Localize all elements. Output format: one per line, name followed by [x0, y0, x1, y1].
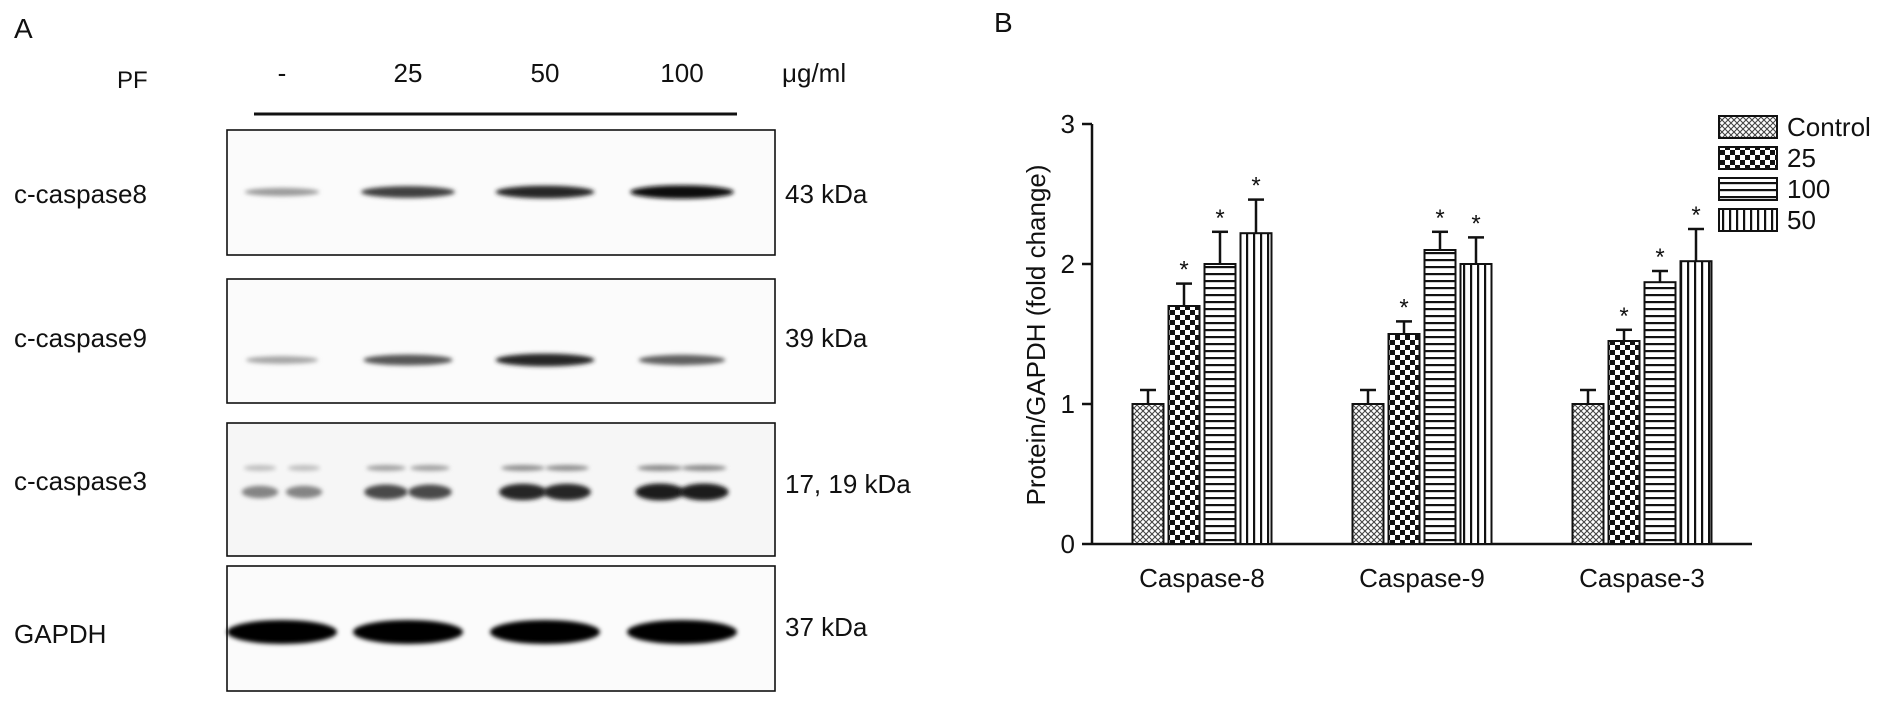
blot-band: [227, 620, 337, 644]
legend-swatch: [1718, 115, 1778, 139]
blot-band: [287, 465, 321, 471]
blot-protein-label-3: GAPDH: [14, 619, 106, 649]
blot-band: [366, 465, 406, 471]
blot-strip-3: [226, 565, 776, 692]
bar: [1131, 403, 1165, 545]
significance-marker: *: [1215, 205, 1224, 232]
bar: [1387, 333, 1421, 545]
y-axis-title: Protein/GAPDH (fold change): [1021, 164, 1051, 505]
blot-strip-0: [226, 129, 776, 256]
significance-marker: *: [1471, 210, 1480, 237]
legend-swatch: [1718, 177, 1778, 201]
x-tick-label: Caspase-3: [1579, 563, 1705, 593]
legend-label: 50: [1787, 205, 1816, 235]
blot-size-label-3: 37 kDa: [785, 612, 868, 642]
blot-frame-1: [226, 278, 776, 404]
dose-label-1: 25: [394, 58, 423, 88]
dose-label-2: 50: [531, 58, 560, 88]
blot-protein-label-2: c-caspase3: [14, 466, 147, 496]
blot-band: [501, 465, 545, 471]
blot-band: [499, 483, 547, 501]
blot-protein-label-1: c-caspase9: [14, 323, 147, 353]
legend-swatch: [1718, 146, 1778, 170]
chart-bars: * * * * * * * * *: [1131, 173, 1713, 545]
bar: [1239, 232, 1273, 545]
legend-label: Control: [1787, 112, 1871, 142]
bar: [1167, 305, 1201, 545]
blot-band: [635, 483, 685, 501]
legend-label: 100: [1787, 174, 1830, 204]
treatment-label: PF: [117, 67, 148, 94]
blot-band: [495, 185, 595, 199]
blot-strips: [226, 129, 776, 692]
significance-marker: *: [1691, 202, 1700, 229]
significance-marker: *: [1655, 244, 1664, 271]
blot-band: [408, 484, 452, 500]
blot-size-label-2: 17, 19 kDa: [785, 469, 911, 499]
bar: [1423, 249, 1457, 545]
blot-band: [363, 354, 453, 366]
blot-band: [490, 620, 600, 644]
panel-a-label: A: [14, 13, 33, 44]
blot-band: [543, 483, 591, 501]
blot-band: [243, 465, 277, 471]
blot-protein-label-0: c-caspase8: [14, 179, 147, 209]
blot-band: [627, 620, 737, 644]
legend-swatch: [1718, 208, 1778, 232]
blot-band: [495, 353, 595, 367]
bar: [1203, 263, 1237, 545]
y-tick-label: 1: [1061, 389, 1075, 419]
blot-band: [244, 187, 320, 197]
bar: [1679, 260, 1713, 545]
blot-band: [630, 185, 734, 199]
blot-strip-1: [226, 278, 776, 404]
significance-marker: *: [1179, 257, 1188, 284]
significance-marker: *: [1251, 173, 1260, 200]
panel-b-label: B: [994, 7, 1013, 38]
x-tick-label: Caspase-9: [1359, 563, 1485, 593]
x-tick-label: Caspase-8: [1139, 563, 1265, 593]
bar: [1351, 403, 1385, 545]
dose-unit: μg/ml: [782, 58, 846, 88]
legend-label: 25: [1787, 143, 1816, 173]
significance-marker: *: [1619, 303, 1628, 330]
blot-band: [638, 354, 726, 366]
significance-marker: *: [1399, 294, 1408, 321]
blot-strip-2: [226, 422, 776, 557]
dose-label-3: 100: [660, 58, 703, 88]
blot-band: [679, 483, 729, 501]
bar: [1607, 340, 1641, 545]
western-blot-panel: A PF - 25 50 100 μg/ml c-caspase8 c-casp…: [14, 13, 911, 692]
y-tick-label: 3: [1061, 109, 1075, 139]
chart-axes: 0 1 2 3 Caspase-8 Caspase-9 Caspase-3: [1061, 109, 1752, 593]
y-tick-label: 2: [1061, 249, 1075, 279]
y-tick-label: 0: [1061, 529, 1075, 559]
bar-chart-panel: B Protein/GAPDH (fold change) 0 1 2 3 Caspas…: [994, 7, 1871, 593]
bar: [1571, 403, 1605, 545]
bar: [1643, 281, 1677, 545]
blot-band: [681, 465, 727, 471]
blot-band: [361, 186, 455, 198]
significance-marker: *: [1435, 205, 1444, 232]
blot-band: [545, 465, 589, 471]
blot-band: [410, 465, 450, 471]
dose-label-0: -: [278, 58, 287, 88]
blot-band: [241, 485, 279, 499]
blot-band: [285, 485, 323, 499]
bar: [1459, 263, 1493, 545]
blot-band: [353, 620, 463, 644]
blot-band: [637, 465, 683, 471]
blot-band: [245, 356, 319, 364]
blot-size-label-1: 39 kDa: [785, 323, 868, 353]
blot-band: [364, 484, 408, 500]
blot-size-label-0: 43 kDa: [785, 179, 868, 209]
